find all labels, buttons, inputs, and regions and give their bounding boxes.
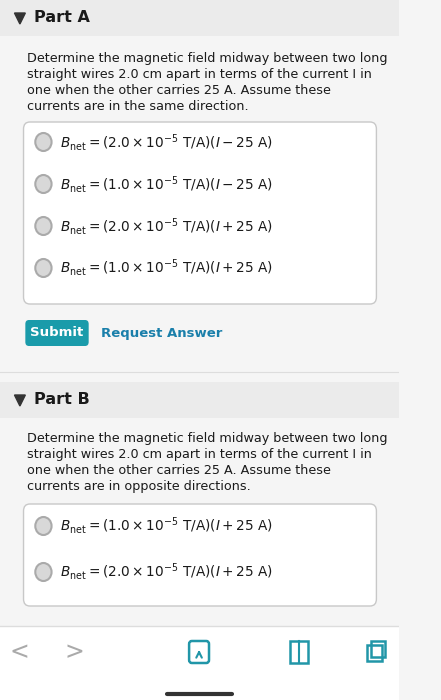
Text: $B_{\rm net} = (2.0 \times 10^{-5}\ {\rm T/A})(I + 25\ {\rm A})$: $B_{\rm net} = (2.0 \times 10^{-5}\ {\rm… <box>60 561 273 582</box>
Text: Part B: Part B <box>34 393 90 407</box>
FancyBboxPatch shape <box>0 626 399 700</box>
Polygon shape <box>15 395 25 406</box>
Text: $B_{\rm net} = (2.0 \times 10^{-5}\ {\rm T/A})(I - 25\ {\rm A})$: $B_{\rm net} = (2.0 \times 10^{-5}\ {\rm… <box>60 132 273 153</box>
Text: straight wires 2.0 cm apart in terms of the current I in: straight wires 2.0 cm apart in terms of … <box>27 448 372 461</box>
Text: $B_{\rm net} = (1.0 \times 10^{-5}\ {\rm T/A})(I - 25\ {\rm A})$: $B_{\rm net} = (1.0 \times 10^{-5}\ {\rm… <box>60 174 273 195</box>
Circle shape <box>35 133 52 151</box>
Text: Request Answer: Request Answer <box>101 326 223 340</box>
Text: $B_{\rm net} = (1.0 \times 10^{-5}\ {\rm T/A})(I + 25\ {\rm A})$: $B_{\rm net} = (1.0 \times 10^{-5}\ {\rm… <box>60 515 273 536</box>
Text: Determine the magnetic field midway between two long: Determine the magnetic field midway betw… <box>27 432 388 445</box>
Circle shape <box>35 259 52 277</box>
Text: Part A: Part A <box>34 10 90 25</box>
FancyBboxPatch shape <box>25 320 89 346</box>
FancyBboxPatch shape <box>0 0 399 36</box>
Bar <box>290 641 308 663</box>
Text: currents are in opposite directions.: currents are in opposite directions. <box>27 480 251 493</box>
Circle shape <box>35 175 52 193</box>
Circle shape <box>35 517 52 535</box>
Text: $B_{\rm net} = (1.0 \times 10^{-5}\ {\rm T/A})(I + 25\ {\rm A})$: $B_{\rm net} = (1.0 \times 10^{-5}\ {\rm… <box>60 258 273 279</box>
Text: one when the other carries 25 A. Assume these: one when the other carries 25 A. Assume … <box>27 464 331 477</box>
Text: <: < <box>10 640 30 664</box>
Circle shape <box>35 563 52 581</box>
Bar <box>367 645 382 661</box>
Text: one when the other carries 25 A. Assume these: one when the other carries 25 A. Assume … <box>27 84 331 97</box>
Text: straight wires 2.0 cm apart in terms of the current I in: straight wires 2.0 cm apart in terms of … <box>27 68 372 81</box>
Text: >: > <box>64 640 84 664</box>
Circle shape <box>35 217 52 235</box>
Text: Determine the magnetic field midway between two long: Determine the magnetic field midway betw… <box>27 52 388 65</box>
Text: $B_{\rm net} = (2.0 \times 10^{-5}\ {\rm T/A})(I + 25\ {\rm A})$: $B_{\rm net} = (2.0 \times 10^{-5}\ {\rm… <box>60 216 273 237</box>
FancyBboxPatch shape <box>23 504 377 606</box>
FancyBboxPatch shape <box>23 122 377 304</box>
Text: currents are in the same direction.: currents are in the same direction. <box>27 100 249 113</box>
Bar <box>371 641 385 657</box>
FancyBboxPatch shape <box>0 382 399 418</box>
Text: Submit: Submit <box>30 326 84 340</box>
Polygon shape <box>15 13 25 24</box>
